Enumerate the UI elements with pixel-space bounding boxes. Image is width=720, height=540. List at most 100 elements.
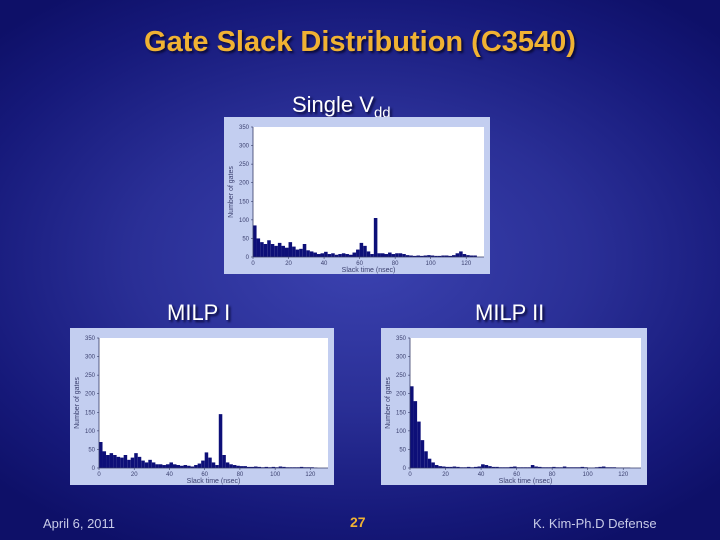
histogram-bar [257, 466, 262, 468]
histogram-bar [402, 254, 406, 257]
histogram-bar [423, 255, 428, 257]
x-tick-label: 60 [513, 472, 520, 478]
y-tick-label: 300 [396, 355, 407, 361]
histogram-bar [373, 218, 378, 257]
histogram-bar [417, 421, 421, 468]
histogram-bar [427, 255, 431, 257]
histogram-bar [452, 255, 456, 257]
x-axis-label: Slack time (nsec) [187, 478, 241, 485]
footer-author: K. Kim-Ph.D Defense [533, 516, 657, 531]
histogram-bar [466, 466, 471, 468]
histogram-bar [416, 255, 421, 257]
histogram-bar [141, 460, 145, 468]
y-tick-label: 300 [239, 144, 250, 150]
y-tick-label: 0 [403, 466, 407, 472]
histogram-bar [391, 254, 396, 257]
histogram-bar [306, 250, 310, 257]
histogram-bar [180, 465, 184, 468]
histogram-bar [469, 255, 474, 257]
histogram-bar [264, 466, 269, 468]
histogram-bar [484, 465, 489, 468]
y-tick-label: 300 [85, 355, 96, 361]
histogram-bar [292, 246, 296, 257]
histogram-bar [274, 245, 278, 257]
histogram-bar [127, 459, 131, 468]
x-tick-label: 60 [201, 472, 208, 478]
histogram-bar [158, 464, 163, 468]
histogram-bar [165, 464, 170, 468]
histogram-bar [437, 255, 442, 257]
histogram-bar [253, 225, 257, 257]
histogram-bar [327, 254, 332, 257]
histogram-bar [281, 245, 285, 257]
histogram-bar [481, 464, 485, 468]
histogram-bar [534, 466, 538, 468]
x-tick-label: 0 [251, 261, 255, 267]
x-tick-label: 100 [270, 472, 281, 478]
milp2-label: MILP II [475, 300, 545, 325]
histogram-bar [229, 464, 233, 468]
histogram-bar [580, 466, 585, 468]
footer-date: April 6, 2011 [43, 516, 116, 531]
histogram-bar [222, 455, 226, 468]
histogram-bar [201, 460, 205, 468]
histogram-bar [388, 252, 392, 257]
y-axis-label: Number of gates [385, 377, 392, 429]
histogram-bar [495, 466, 499, 468]
histogram-bar [424, 451, 428, 468]
histogram-bar [431, 462, 435, 468]
histogram-bar [473, 466, 478, 468]
x-tick-label: 80 [392, 261, 399, 267]
y-tick-label: 50 [88, 447, 95, 453]
histogram-bar [598, 466, 602, 468]
histogram-bar [427, 458, 432, 468]
histogram-bar [155, 464, 159, 468]
histogram-bar [341, 253, 346, 257]
histogram-bar [562, 466, 567, 468]
bar-group [253, 218, 477, 257]
histogram-bar [441, 255, 445, 257]
histogram-bar [380, 253, 385, 257]
histogram-bar [169, 462, 173, 468]
histogram-bar [302, 244, 307, 257]
histogram-bar [405, 255, 410, 257]
histogram-bar [334, 254, 339, 257]
histogram-bar [137, 456, 142, 468]
histogram-bar [409, 255, 413, 257]
y-tick-label: 200 [396, 392, 407, 398]
x-tick-label: 0 [408, 472, 412, 478]
y-tick-label: 100 [396, 429, 407, 435]
histogram-bar [459, 251, 463, 257]
histogram-bar [410, 386, 414, 468]
y-tick-label: 50 [242, 236, 249, 242]
x-axis-label: Slack time (nsec) [342, 267, 396, 274]
histogram-bar [176, 465, 181, 468]
histogram-bar [456, 466, 460, 468]
histogram-bar [239, 466, 244, 468]
histogram-bar [352, 252, 357, 257]
y-tick-label: 350 [396, 336, 407, 342]
y-tick-label: 200 [239, 181, 250, 187]
histogram-bar [513, 466, 517, 468]
y-tick-label: 350 [85, 336, 96, 342]
histogram-bar [441, 466, 446, 468]
histogram-bar [267, 240, 271, 257]
page-number: 27 [350, 514, 366, 530]
histogram-bar [537, 466, 542, 468]
histogram-bar [356, 249, 360, 257]
histogram-bar [211, 462, 216, 468]
x-tick-label: 80 [549, 472, 556, 478]
y-tick-label: 0 [92, 466, 96, 472]
histogram-bar [430, 255, 435, 257]
x-tick-label: 100 [583, 472, 594, 478]
histogram-bar [309, 251, 314, 257]
histogram-bar [434, 465, 439, 468]
histogram-bar [313, 252, 317, 257]
histogram-bar [123, 455, 128, 468]
histogram-bar [413, 401, 418, 468]
histogram-bar [449, 466, 453, 468]
histogram-bar [445, 466, 450, 468]
histogram-bar [601, 466, 606, 468]
histogram-bar [491, 466, 496, 468]
histogram-bar [444, 255, 449, 257]
